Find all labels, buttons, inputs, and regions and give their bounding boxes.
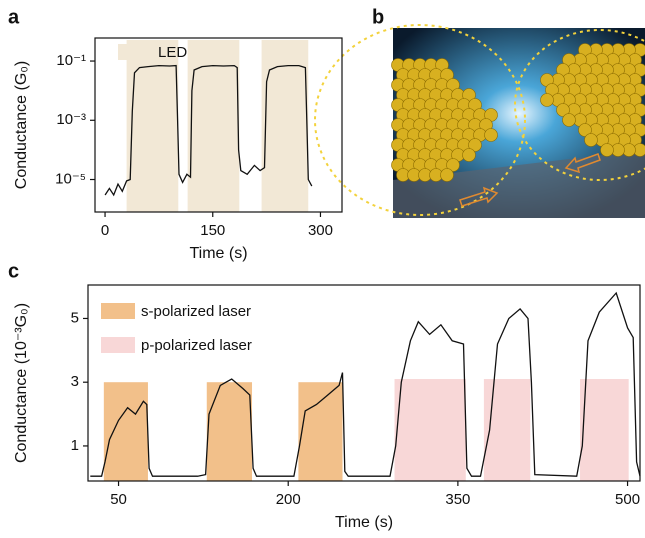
shaded-band (483, 379, 531, 481)
x-tick-label: 0 (101, 222, 109, 239)
panel-label: a (8, 6, 20, 28)
y-tick-label: 10⁻³ (56, 111, 86, 128)
axes-frame (87, 284, 641, 482)
panel-label: b (372, 6, 384, 28)
legend-swatch (101, 303, 135, 319)
y-tick-label: 3 (71, 373, 79, 390)
legend-label: p-polarized laser (141, 337, 252, 354)
shaded-band (126, 40, 179, 212)
schematic-image (314, 24, 645, 218)
x-axis-label: Time (s) (189, 245, 247, 262)
shaded-band (580, 379, 629, 481)
trace (104, 64, 313, 197)
y-tick-label: 5 (71, 309, 79, 326)
x-tick-label: 350 (445, 491, 470, 508)
shaded-band (261, 40, 309, 212)
y-axis-label: Conductance (G₀) (13, 61, 30, 189)
legend-swatch (118, 44, 152, 60)
legend-label: s-polarized laser (141, 303, 251, 320)
y-tick-label: 10⁻¹ (56, 52, 86, 69)
shaded-band (206, 382, 253, 481)
x-tick-label: 300 (308, 222, 333, 239)
y-axis-label: Conductance (10⁻³G₀) (13, 303, 30, 463)
shaded-band (103, 382, 148, 481)
y-tick-label: 10⁻⁵ (55, 170, 86, 187)
x-tick-label: 50 (110, 491, 127, 508)
x-tick-label: 500 (615, 491, 640, 508)
panel-label: c (8, 260, 19, 282)
trace (90, 291, 641, 477)
legend-label: LED (158, 44, 187, 61)
shaded-band (394, 379, 466, 481)
y-tick-label: 1 (71, 437, 79, 454)
legend-swatch (101, 337, 135, 353)
x-tick-label: 150 (200, 222, 225, 239)
x-tick-label: 200 (276, 491, 301, 508)
x-axis-label: Time (s) (335, 514, 393, 531)
shaded-band (298, 382, 343, 481)
axes-frame (94, 37, 343, 213)
